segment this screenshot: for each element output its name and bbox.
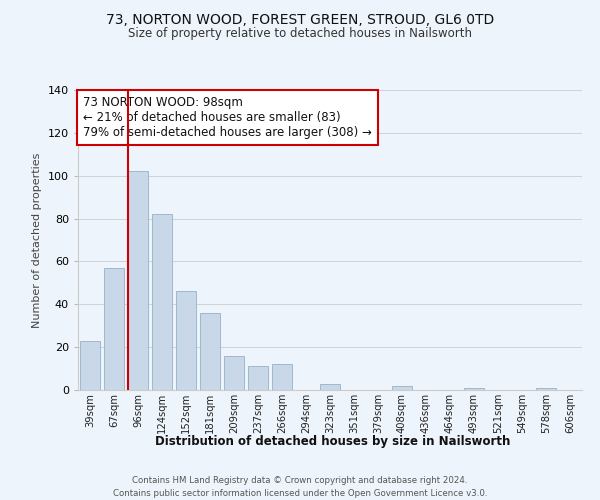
Bar — [176, 292, 196, 390]
Bar — [128, 172, 148, 390]
Text: 73 NORTON WOOD: 98sqm
← 21% of detached houses are smaller (83)
79% of semi-deta: 73 NORTON WOOD: 98sqm ← 21% of detached … — [83, 96, 372, 139]
Bar — [464, 388, 484, 390]
Bar — [200, 313, 220, 390]
Text: Size of property relative to detached houses in Nailsworth: Size of property relative to detached ho… — [128, 28, 472, 40]
Bar — [224, 356, 244, 390]
Text: Contains HM Land Registry data © Crown copyright and database right 2024.
Contai: Contains HM Land Registry data © Crown c… — [113, 476, 487, 498]
Text: Distribution of detached houses by size in Nailsworth: Distribution of detached houses by size … — [155, 435, 511, 448]
Bar — [392, 386, 412, 390]
Y-axis label: Number of detached properties: Number of detached properties — [32, 152, 42, 328]
Bar — [80, 340, 100, 390]
Bar — [320, 384, 340, 390]
Bar — [152, 214, 172, 390]
Bar — [536, 388, 556, 390]
Bar — [248, 366, 268, 390]
Text: 73, NORTON WOOD, FOREST GREEN, STROUD, GL6 0TD: 73, NORTON WOOD, FOREST GREEN, STROUD, G… — [106, 12, 494, 26]
Bar — [104, 268, 124, 390]
Bar — [272, 364, 292, 390]
